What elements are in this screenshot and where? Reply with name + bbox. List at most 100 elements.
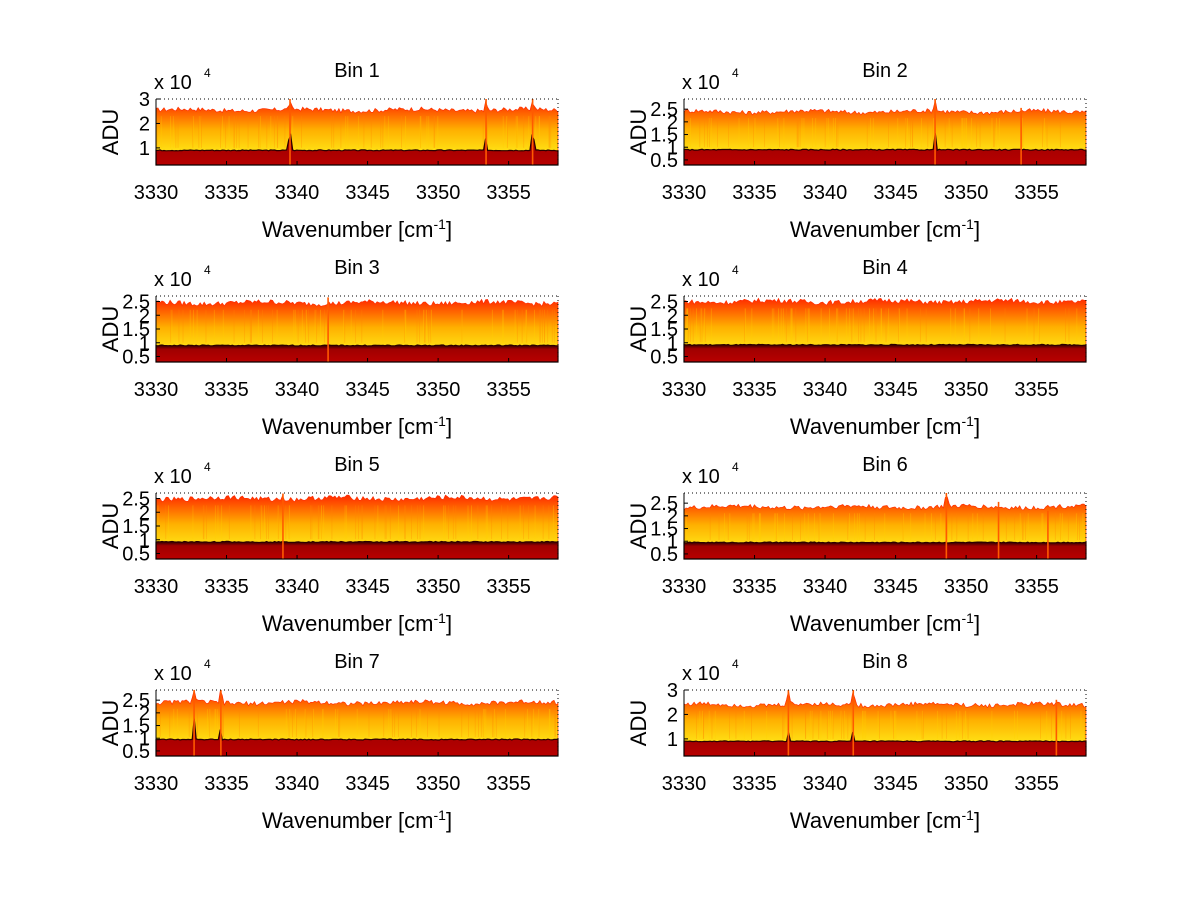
x-tick-label: 3345: [345, 576, 390, 598]
subplot-title: Bin 2: [862, 60, 908, 82]
x-tick-label: 3355: [1014, 576, 1059, 598]
y-tick-label: 2.5: [650, 99, 678, 121]
spectrum-baseline-band: [155, 344, 559, 363]
subplot-bin-6: 3330 3335 3340 3345 3350 3355 0.511.522.5 Bin 6…: [626, 454, 1087, 636]
y-tick-label: 1: [667, 137, 678, 159]
x-axis-label: Wavenumber [cm-1]: [790, 807, 980, 833]
x-tick-label: 3355: [1014, 182, 1059, 204]
x-tick-label: 3345: [873, 379, 918, 401]
x-tick-label: 3345: [873, 182, 918, 204]
x-tick-label: 3335: [204, 182, 249, 204]
exponent-label: x 10: [682, 269, 720, 291]
exponent-superscript: 4: [204, 263, 211, 277]
spectrum-baseline-band: [683, 343, 1087, 363]
y-axis-label: ADU: [626, 109, 651, 155]
x-tick-label: 3355: [486, 773, 531, 795]
x-tick-label: 3350: [944, 773, 989, 795]
y-tick-label: 1: [667, 333, 678, 355]
subplot-title: Bin 4: [862, 257, 908, 279]
subplot-title: Bin 7: [334, 651, 380, 673]
exponent-label: x 10: [682, 466, 720, 488]
subplot-bin-8: 3330 3335 3340 3345 3350 3355 1 23 Bin 8 x 10 4 ADU…: [626, 651, 1087, 833]
exponent-superscript: 4: [732, 460, 739, 474]
x-axis-label: Wavenumber [cm-1]: [790, 216, 980, 242]
y-tick-label: 1.5: [122, 516, 150, 538]
x-tick-label: 3350: [944, 576, 989, 598]
y-tick-label: 2.5: [122, 292, 150, 314]
spectrum-baseline-band: [683, 541, 1087, 560]
exponent-label: x 10: [154, 663, 192, 685]
x-tick-label: 3330: [662, 773, 707, 795]
exponent-superscript: 4: [732, 263, 739, 277]
y-axis-label: ADU: [98, 109, 123, 155]
y-tick-label: 1.5: [122, 319, 150, 341]
x-tick-label: 3355: [486, 182, 531, 204]
subplot-title: Bin 8: [862, 651, 908, 673]
spectrum-upper-area: [155, 100, 559, 166]
x-axis-label: Wavenumber [cm-1]: [262, 610, 452, 636]
y-tick-label: 1: [139, 728, 150, 750]
x-axis-label: Wavenumber [cm-1]: [790, 610, 980, 636]
exponent-label: x 10: [154, 269, 192, 291]
spectrum-upper-area: [683, 690, 1087, 757]
x-tick-label: 3335: [204, 576, 249, 598]
y-tick-label: 2: [139, 502, 150, 524]
x-tick-label: 3345: [345, 379, 390, 401]
x-tick-label: 3330: [134, 182, 179, 204]
y-tick-label: 2: [667, 112, 678, 134]
x-tick-label: 3350: [944, 182, 989, 204]
x-axis-label: Wavenumber [cm-1]: [262, 807, 452, 833]
y-tick-label: 1: [139, 530, 150, 552]
y-tick-label: 0.5: [122, 741, 150, 763]
x-axis-label: Wavenumber [cm-1]: [790, 413, 980, 439]
y-tick-label: 0.5: [122, 347, 150, 369]
y-axis-label: ADU: [98, 700, 123, 746]
exponent-label: x 10: [154, 72, 192, 94]
spectrum-upper-area: [683, 99, 1087, 166]
y-tick-label: 1.5: [650, 519, 678, 541]
x-tick-label: 3340: [803, 773, 848, 795]
y-tick-label: 1: [667, 729, 678, 751]
x-tick-label: 3350: [944, 379, 989, 401]
x-tick-label: 3330: [134, 576, 179, 598]
y-tick-label: 2.5: [122, 690, 150, 712]
x-tick-label: 3340: [275, 182, 320, 204]
y-tick-label: 0.5: [650, 544, 678, 566]
subplot-bin-1: 3330 3335 3340 3345 3350 3355 1 23 Bin 1 x 10 4 ADU…: [98, 60, 559, 242]
spectrum-baseline-band: [155, 718, 559, 757]
x-tick-label: 3335: [204, 379, 249, 401]
x-tick-label: 3350: [416, 379, 461, 401]
y-tick-label: 2.5: [650, 493, 678, 515]
x-tick-label: 3340: [275, 576, 320, 598]
subplot-bin-3: 3330 3335 3340 3345 3350 3355 0.511.522.5 Bin 3…: [98, 257, 559, 439]
y-axis-label: ADU: [98, 503, 123, 549]
exponent-label: x 10: [682, 72, 720, 94]
y-tick-label: 1: [139, 333, 150, 355]
y-tick-label: 1.5: [650, 319, 678, 341]
y-axis-label: ADU: [626, 700, 651, 746]
y-axis-label: ADU: [626, 306, 651, 352]
spectrum-baseline-band: [155, 540, 559, 560]
exponent-superscript: 4: [204, 460, 211, 474]
x-tick-label: 3335: [204, 773, 249, 795]
x-tick-label: 3340: [803, 182, 848, 204]
x-tick-label: 3335: [732, 576, 777, 598]
x-tick-label: 3340: [803, 379, 848, 401]
y-tick-label: 0.5: [122, 544, 150, 566]
x-tick-label: 3330: [134, 379, 179, 401]
x-tick-label: 3340: [275, 773, 320, 795]
subplot-title: Bin 6: [862, 454, 908, 476]
y-tick-label: 1.5: [122, 716, 150, 738]
x-tick-label: 3350: [416, 182, 461, 204]
x-tick-label: 3355: [486, 379, 531, 401]
y-axis-label: ADU: [98, 306, 123, 352]
y-tick-label: 1: [667, 531, 678, 553]
x-tick-label: 3355: [486, 576, 531, 598]
x-tick-label: 3345: [345, 773, 390, 795]
exponent-label: x 10: [154, 466, 192, 488]
subplot-bin-7: 3330 3335 3340 3345 3350 3355 0.511.522.5 Bin 7…: [98, 651, 559, 833]
y-tick-label: 2.5: [650, 292, 678, 314]
x-tick-label: 3355: [1014, 773, 1059, 795]
